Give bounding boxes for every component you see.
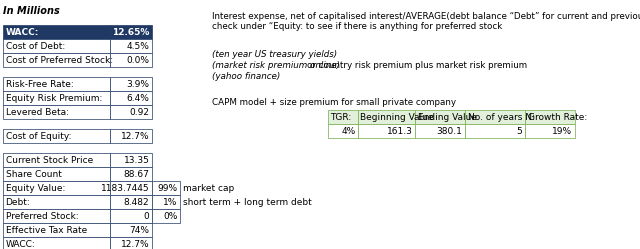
Bar bbox=[110, 181, 152, 195]
Text: or country risk premium plus market risk premium: or country risk premium plus market risk… bbox=[307, 61, 527, 70]
Bar bbox=[110, 91, 152, 105]
Text: short term + long term debt: short term + long term debt bbox=[183, 197, 312, 206]
Text: 5: 5 bbox=[516, 126, 522, 135]
Bar bbox=[3, 53, 110, 67]
Bar bbox=[328, 110, 358, 124]
Text: 99%: 99% bbox=[157, 184, 177, 192]
Bar bbox=[152, 209, 180, 223]
Bar bbox=[3, 153, 110, 167]
Text: 12.7%: 12.7% bbox=[121, 240, 150, 249]
Bar bbox=[110, 223, 152, 237]
Text: 3.9%: 3.9% bbox=[127, 79, 150, 88]
Text: WACC:: WACC: bbox=[6, 240, 35, 249]
Bar bbox=[3, 25, 110, 39]
Text: 8.482: 8.482 bbox=[124, 197, 150, 206]
Text: 1%: 1% bbox=[163, 197, 177, 206]
Text: Debt:: Debt: bbox=[6, 197, 30, 206]
Bar bbox=[110, 195, 152, 209]
Text: 0.92: 0.92 bbox=[129, 108, 150, 117]
Text: Risk-Free Rate:: Risk-Free Rate: bbox=[6, 79, 73, 88]
Text: Current Stock Price: Current Stock Price bbox=[6, 155, 93, 165]
Text: CAPM model + size premium for small private company: CAPM model + size premium for small priv… bbox=[212, 98, 456, 107]
Bar bbox=[110, 209, 152, 223]
Bar bbox=[358, 110, 415, 124]
Bar bbox=[110, 153, 152, 167]
Text: 88.67: 88.67 bbox=[124, 170, 150, 179]
Text: Equity Risk Premium:: Equity Risk Premium: bbox=[6, 94, 102, 103]
Bar bbox=[3, 105, 110, 119]
Bar bbox=[110, 39, 152, 53]
Bar bbox=[110, 167, 152, 181]
Bar bbox=[3, 167, 110, 181]
Bar bbox=[415, 110, 465, 124]
Bar bbox=[3, 181, 110, 195]
Text: WACC:: WACC: bbox=[6, 27, 39, 37]
Text: Cost of Debt:: Cost of Debt: bbox=[6, 42, 65, 51]
Text: Share Count: Share Count bbox=[6, 170, 61, 179]
Text: Growth Rate:: Growth Rate: bbox=[527, 113, 587, 122]
Bar bbox=[110, 25, 152, 39]
Bar bbox=[152, 195, 180, 209]
Bar bbox=[110, 105, 152, 119]
Bar bbox=[3, 91, 110, 105]
Text: 0: 0 bbox=[144, 211, 150, 221]
Bar bbox=[358, 124, 415, 138]
Text: (yahoo finance): (yahoo finance) bbox=[212, 72, 280, 81]
Bar bbox=[3, 195, 110, 209]
Text: 4.5%: 4.5% bbox=[127, 42, 150, 51]
Bar bbox=[110, 53, 152, 67]
Bar bbox=[3, 209, 110, 223]
Bar bbox=[110, 77, 152, 91]
Bar bbox=[465, 110, 525, 124]
Bar bbox=[3, 77, 110, 91]
Bar bbox=[415, 124, 465, 138]
Bar bbox=[465, 124, 525, 138]
Bar bbox=[3, 39, 110, 53]
Text: (market risk premium online): (market risk premium online) bbox=[212, 61, 340, 70]
Bar bbox=[525, 124, 575, 138]
Text: 13.35: 13.35 bbox=[124, 155, 150, 165]
Bar bbox=[3, 223, 110, 237]
Bar bbox=[110, 237, 152, 249]
Bar bbox=[328, 124, 358, 138]
Text: 0%: 0% bbox=[163, 211, 177, 221]
Text: Cost of Equity:: Cost of Equity: bbox=[6, 131, 71, 140]
Text: Effective Tax Rate: Effective Tax Rate bbox=[6, 226, 87, 235]
Text: 1183.7445: 1183.7445 bbox=[101, 184, 150, 192]
Text: 12.7%: 12.7% bbox=[121, 131, 150, 140]
Text: 19%: 19% bbox=[552, 126, 573, 135]
Bar bbox=[110, 129, 152, 143]
Text: 6.4%: 6.4% bbox=[127, 94, 150, 103]
Text: Levered Beta:: Levered Beta: bbox=[6, 108, 68, 117]
Text: In Millions: In Millions bbox=[3, 6, 60, 16]
Text: (ten year US treasury yields): (ten year US treasury yields) bbox=[212, 50, 337, 59]
Text: check under “Equity: to see if there is anything for preferred stock: check under “Equity: to see if there is … bbox=[212, 22, 502, 31]
Text: Cost of Preferred Stock:: Cost of Preferred Stock: bbox=[6, 56, 113, 64]
Text: 4%: 4% bbox=[341, 126, 355, 135]
Text: No. of years N:: No. of years N: bbox=[467, 113, 534, 122]
Text: market cap: market cap bbox=[183, 184, 234, 192]
Text: 0.0%: 0.0% bbox=[127, 56, 150, 64]
Text: 74%: 74% bbox=[129, 226, 150, 235]
Bar bbox=[3, 129, 110, 143]
Text: 161.3: 161.3 bbox=[387, 126, 413, 135]
Text: 12.65%: 12.65% bbox=[112, 27, 150, 37]
Text: Beginning Value: Beginning Value bbox=[360, 113, 434, 122]
Text: Equity Value:: Equity Value: bbox=[6, 184, 65, 192]
Text: 380.1: 380.1 bbox=[436, 126, 463, 135]
Bar bbox=[3, 237, 110, 249]
Text: Interest expense, net of capitalised interest/AVERAGE(debt balance “Debt” for cu: Interest expense, net of capitalised int… bbox=[212, 12, 640, 21]
Text: Ending Value: Ending Value bbox=[417, 113, 477, 122]
Bar bbox=[525, 110, 575, 124]
Bar bbox=[152, 181, 180, 195]
Text: TGR:: TGR: bbox=[330, 113, 352, 122]
Text: Preferred Stock:: Preferred Stock: bbox=[6, 211, 78, 221]
